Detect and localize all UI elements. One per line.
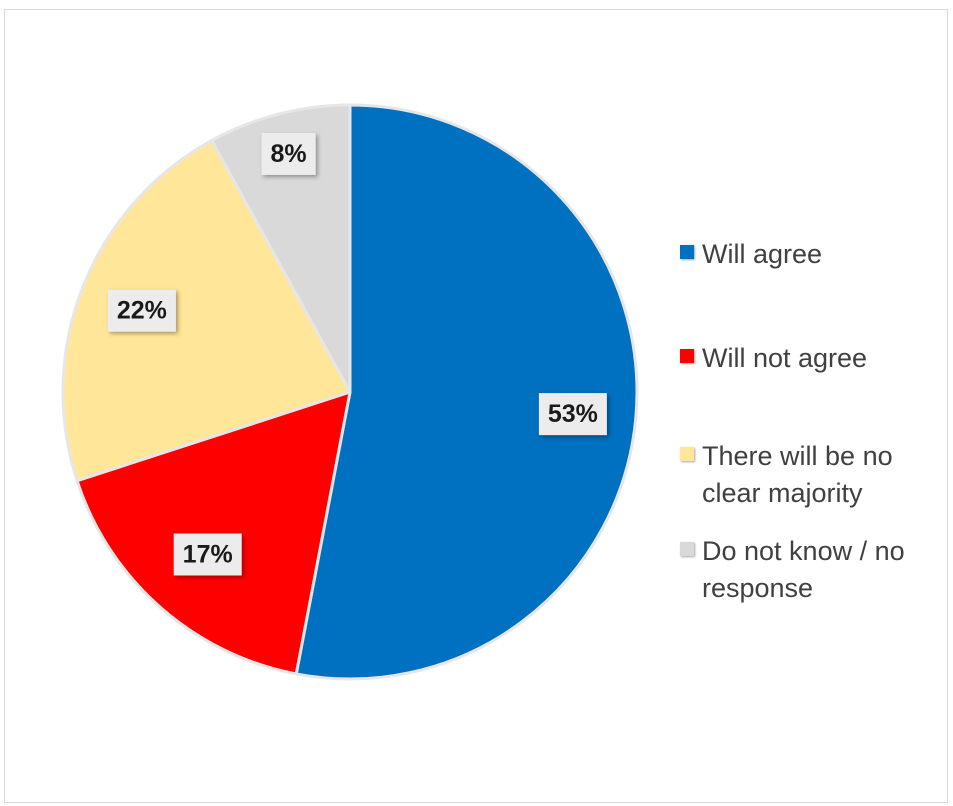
data-label: 22%	[117, 297, 167, 325]
legend-item-do-not-know: Do not know / no response	[680, 533, 940, 607]
legend-label: Will not agree	[702, 343, 868, 373]
legend-item-no-clear-majority: There will be no clear majority	[680, 438, 940, 512]
pie-slice-will-not-agree	[75, 390, 352, 676]
pie-slice-there-will-be-no-clear-majority	[61, 139, 352, 483]
legend-label: Do not know / no response	[702, 536, 905, 603]
data-label-box	[107, 289, 176, 332]
data-label-group: 22%	[107, 289, 176, 332]
legend-item-will-agree: Will agree	[680, 236, 940, 273]
data-label-group: 8%	[261, 132, 316, 175]
pie-slice-will-agree	[294, 103, 639, 681]
data-label: 53%	[548, 400, 598, 428]
legend-item-will-not-agree: Will not agree	[680, 340, 940, 377]
data-label-box	[173, 533, 242, 576]
data-label: 17%	[183, 541, 233, 569]
legend-swatch	[680, 245, 694, 259]
data-label-group: 17%	[173, 533, 242, 576]
data-label-box	[538, 393, 607, 436]
data-label: 8%	[271, 140, 307, 168]
legend-swatch	[680, 542, 694, 556]
legend-label: Will agree	[702, 239, 823, 269]
legend-label: There will be no clear majority	[702, 441, 893, 508]
pie-slice-do-not-know-no-response	[210, 103, 352, 394]
legend-swatch	[680, 349, 694, 363]
data-label-group: 53%	[538, 393, 607, 436]
data-label-box	[261, 132, 316, 175]
legend-swatch	[680, 447, 694, 461]
